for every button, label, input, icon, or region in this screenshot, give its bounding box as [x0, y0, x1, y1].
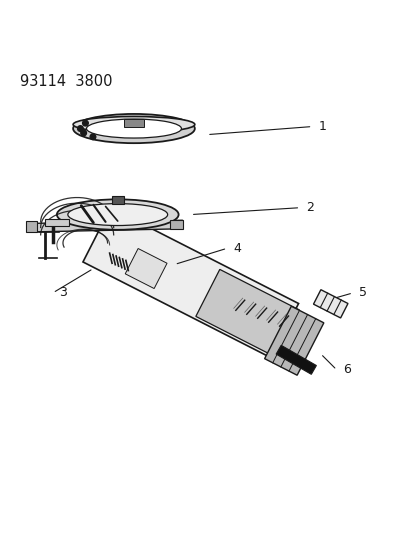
Polygon shape — [28, 220, 182, 232]
Polygon shape — [83, 208, 298, 358]
Circle shape — [83, 120, 88, 126]
Polygon shape — [313, 290, 347, 318]
FancyBboxPatch shape — [112, 196, 123, 205]
Polygon shape — [125, 248, 166, 288]
Text: 2: 2 — [306, 201, 313, 214]
Text: 1: 1 — [318, 120, 326, 133]
Ellipse shape — [68, 204, 167, 225]
Polygon shape — [195, 269, 299, 357]
Text: 6: 6 — [342, 364, 350, 376]
Ellipse shape — [57, 199, 178, 230]
Text: 4: 4 — [233, 242, 241, 255]
Text: 93114  3800: 93114 3800 — [20, 74, 113, 89]
FancyBboxPatch shape — [45, 220, 69, 226]
FancyBboxPatch shape — [170, 220, 182, 229]
Circle shape — [81, 130, 86, 136]
Text: 5: 5 — [358, 286, 366, 300]
Circle shape — [90, 134, 95, 140]
Ellipse shape — [73, 117, 195, 133]
Ellipse shape — [86, 119, 181, 138]
Circle shape — [77, 126, 83, 132]
Polygon shape — [275, 345, 316, 374]
Text: 3: 3 — [59, 286, 66, 300]
Polygon shape — [264, 306, 323, 375]
Ellipse shape — [73, 114, 195, 143]
FancyBboxPatch shape — [26, 221, 36, 232]
FancyBboxPatch shape — [123, 119, 144, 126]
